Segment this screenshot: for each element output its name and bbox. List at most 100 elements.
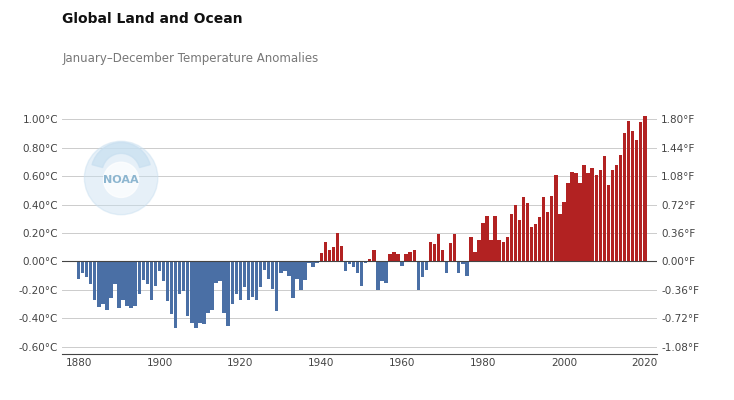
Bar bbox=[603, 156, 606, 262]
Bar bbox=[275, 262, 278, 311]
Bar bbox=[316, 262, 319, 263]
Bar bbox=[137, 262, 141, 294]
Bar bbox=[145, 262, 149, 284]
Bar bbox=[271, 262, 275, 288]
Bar bbox=[134, 262, 137, 306]
Bar bbox=[425, 262, 428, 270]
Bar bbox=[392, 252, 396, 262]
Bar bbox=[558, 214, 562, 262]
Bar bbox=[562, 202, 566, 262]
Bar bbox=[101, 262, 104, 304]
Bar bbox=[211, 262, 214, 310]
Bar bbox=[437, 234, 440, 262]
Bar bbox=[441, 250, 444, 262]
Bar bbox=[445, 262, 448, 273]
Bar bbox=[251, 262, 254, 297]
Bar bbox=[259, 262, 262, 287]
Bar bbox=[142, 262, 145, 280]
Bar bbox=[368, 259, 371, 262]
Bar bbox=[380, 262, 384, 282]
Bar bbox=[235, 262, 238, 294]
Text: January–December Temperature Anomalies: January–December Temperature Anomalies bbox=[62, 52, 319, 65]
Bar bbox=[611, 170, 614, 262]
Bar bbox=[409, 252, 412, 262]
Bar bbox=[477, 240, 481, 262]
Bar bbox=[433, 244, 436, 262]
Bar bbox=[356, 262, 360, 273]
Text: NOAA: NOAA bbox=[103, 175, 139, 185]
Bar bbox=[635, 140, 639, 262]
Bar bbox=[319, 253, 323, 262]
Bar bbox=[219, 262, 222, 282]
Bar bbox=[570, 172, 574, 262]
Bar bbox=[85, 262, 88, 277]
Bar bbox=[198, 262, 202, 323]
Bar bbox=[590, 168, 594, 262]
Bar bbox=[546, 212, 550, 262]
Bar bbox=[194, 262, 197, 328]
Bar bbox=[203, 262, 206, 324]
Bar bbox=[542, 198, 545, 262]
Bar bbox=[93, 262, 96, 300]
Bar bbox=[263, 262, 266, 270]
Bar bbox=[279, 262, 283, 273]
Bar bbox=[517, 220, 521, 262]
Bar bbox=[421, 262, 424, 277]
Bar bbox=[178, 262, 181, 294]
Bar bbox=[186, 262, 189, 316]
Bar bbox=[493, 216, 497, 262]
Bar bbox=[465, 262, 468, 276]
Bar bbox=[299, 262, 302, 290]
Bar bbox=[170, 262, 173, 314]
Bar bbox=[401, 262, 404, 266]
Bar bbox=[81, 262, 84, 273]
Bar bbox=[97, 262, 101, 307]
Bar bbox=[485, 216, 489, 262]
Bar bbox=[566, 183, 570, 262]
Bar bbox=[291, 262, 294, 298]
Bar bbox=[453, 234, 457, 262]
Bar bbox=[340, 246, 344, 262]
Bar bbox=[501, 242, 505, 262]
Bar bbox=[360, 262, 363, 286]
Bar bbox=[384, 262, 388, 283]
Bar bbox=[461, 262, 465, 264]
Bar bbox=[404, 254, 408, 262]
Bar bbox=[129, 262, 133, 308]
Bar bbox=[457, 262, 460, 273]
Bar bbox=[509, 214, 513, 262]
Bar bbox=[599, 170, 602, 262]
Bar bbox=[166, 262, 170, 301]
Bar bbox=[109, 262, 112, 298]
Bar bbox=[631, 130, 634, 262]
Bar bbox=[482, 223, 484, 262]
Bar bbox=[388, 254, 392, 262]
Bar bbox=[417, 262, 420, 290]
Bar bbox=[595, 175, 598, 262]
Bar bbox=[222, 262, 226, 313]
Bar bbox=[206, 262, 210, 313]
Bar bbox=[255, 262, 258, 300]
Circle shape bbox=[103, 162, 139, 198]
Bar bbox=[554, 175, 558, 262]
Bar bbox=[352, 262, 355, 267]
Bar bbox=[161, 262, 165, 282]
Bar bbox=[295, 262, 299, 278]
Bar bbox=[190, 262, 194, 323]
Bar bbox=[607, 185, 610, 262]
Bar bbox=[623, 133, 626, 262]
Bar bbox=[429, 242, 432, 262]
Bar bbox=[586, 173, 590, 262]
Bar bbox=[230, 262, 234, 304]
Bar bbox=[615, 165, 618, 262]
Bar bbox=[396, 254, 400, 262]
Bar bbox=[348, 262, 352, 264]
Text: Global Land and Ocean: Global Land and Ocean bbox=[62, 12, 243, 26]
Bar bbox=[372, 250, 376, 262]
Bar bbox=[639, 122, 642, 262]
Bar bbox=[582, 165, 586, 262]
Bar bbox=[311, 262, 315, 267]
Bar bbox=[550, 196, 553, 262]
Bar bbox=[308, 262, 310, 263]
Circle shape bbox=[84, 141, 158, 215]
